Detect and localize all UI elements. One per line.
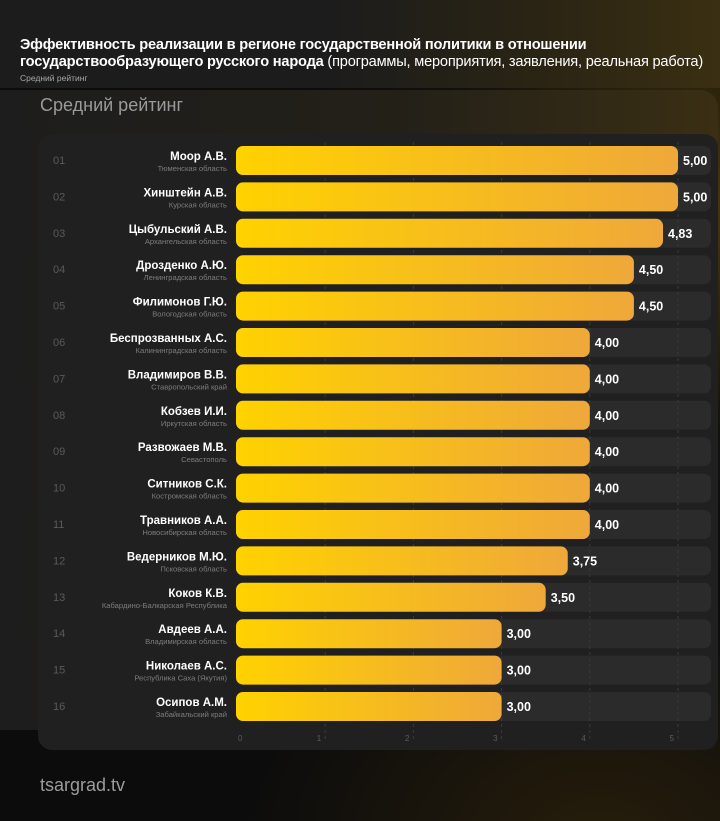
title-line-1: Эффективность реализации в регионе госуд… bbox=[20, 37, 587, 53]
chart-subtitle: Средний рейтинг bbox=[20, 73, 88, 83]
bar bbox=[236, 619, 502, 649]
row-region: Иркутская область bbox=[161, 419, 227, 428]
x-tick-label: 1 bbox=[317, 734, 322, 743]
row-rank: 07 bbox=[53, 373, 65, 385]
row-region: Кабардино-Балкарская Республика bbox=[102, 601, 228, 610]
row-rank: 12 bbox=[53, 555, 65, 567]
row-region: Ленинградская область bbox=[144, 273, 227, 282]
row-rank: 16 bbox=[53, 701, 65, 713]
row-name: Ситников С.К. bbox=[147, 479, 227, 491]
bar bbox=[236, 510, 590, 539]
value-label: 4,00 bbox=[595, 336, 619, 350]
bar bbox=[236, 218, 664, 248]
row-rank: 09 bbox=[53, 446, 65, 458]
value-label: 3,00 bbox=[507, 700, 531, 714]
title-line-2: государствообразующего русского народа (… bbox=[20, 54, 720, 71]
logo-tsargrad: tsargrad.tv bbox=[40, 775, 126, 795]
row-rank: 10 bbox=[53, 483, 65, 495]
bar bbox=[236, 437, 590, 467]
row-rank: 01 bbox=[53, 155, 65, 167]
row-name: Беспрозванных А.С. bbox=[110, 333, 227, 345]
row-name: Хинштейн А.В. bbox=[143, 187, 227, 199]
value-label: 3,00 bbox=[507, 664, 531, 678]
header-band bbox=[0, 0, 720, 88]
row-name: Владимиров В.В. bbox=[128, 369, 227, 381]
row-name: Авдеев А.А. bbox=[158, 624, 227, 636]
x-tick-label: 2 bbox=[405, 734, 410, 743]
row-region: Псковская область bbox=[160, 564, 227, 573]
row-region: Новосибирская область bbox=[142, 528, 227, 537]
bar bbox=[236, 655, 502, 685]
bar bbox=[236, 328, 590, 357]
section-title: Средний рейтинг bbox=[40, 95, 184, 115]
value-label: 4,83 bbox=[668, 227, 692, 241]
row-rank: 02 bbox=[53, 191, 65, 203]
row-name: Ведерников М.Ю. bbox=[127, 551, 227, 563]
row-rank: 05 bbox=[53, 301, 65, 313]
row-region: Севастополь bbox=[181, 455, 227, 464]
row-region: Республика Саха (Якутия) bbox=[134, 674, 227, 683]
x-tick-label: 4 bbox=[581, 734, 586, 743]
value-label: 4,00 bbox=[595, 409, 619, 423]
row-name: Травников А.А. bbox=[140, 515, 227, 527]
bar bbox=[236, 182, 678, 212]
bar bbox=[236, 146, 678, 175]
row-rank: 06 bbox=[53, 337, 65, 349]
bar bbox=[236, 473, 590, 503]
row-name: Николаев А.С. bbox=[146, 661, 227, 673]
value-label: 3,50 bbox=[551, 591, 575, 605]
row-rank: 13 bbox=[53, 592, 65, 604]
row-name: Кобзев И.И. bbox=[161, 406, 227, 418]
row-rank: 08 bbox=[53, 410, 65, 422]
chart-title: Эффективность реализации в регионе госуд… bbox=[20, 37, 720, 71]
x-tick-label: 3 bbox=[493, 734, 498, 743]
value-label: 3,00 bbox=[507, 627, 531, 641]
row-region: Тюменская область bbox=[158, 164, 227, 173]
value-label: 4,00 bbox=[595, 445, 619, 459]
row-region: Владимирская область bbox=[145, 637, 227, 646]
row-name: Филимонов Г.Ю. bbox=[133, 297, 227, 309]
row-rank: 03 bbox=[53, 228, 65, 240]
row-name: Дрозденко А.Ю. bbox=[136, 260, 227, 272]
bar bbox=[236, 291, 634, 321]
value-label: 4,00 bbox=[595, 372, 619, 386]
value-label: 4,50 bbox=[639, 300, 663, 314]
value-label: 4,50 bbox=[639, 263, 663, 277]
row-region: Курская область bbox=[169, 200, 227, 209]
bar bbox=[236, 364, 590, 394]
row-region: Костромская область bbox=[152, 492, 227, 501]
x-tick-label: 5 bbox=[670, 734, 675, 743]
title-line-2-bold: государствообразующего русского народа bbox=[20, 54, 324, 70]
row-region: Вологодская область bbox=[152, 310, 227, 319]
bar bbox=[236, 692, 502, 721]
bar bbox=[236, 582, 546, 612]
row-region: Архангельская область bbox=[145, 237, 227, 246]
row-name: Моор А.В. bbox=[170, 151, 227, 163]
bar bbox=[236, 546, 568, 576]
value-label: 5,00 bbox=[683, 154, 707, 168]
value-label: 3,75 bbox=[573, 554, 597, 568]
x-tick-label: 0 bbox=[238, 734, 243, 743]
value-label: 4,00 bbox=[595, 482, 619, 496]
row-rank: 15 bbox=[53, 665, 65, 677]
bar bbox=[236, 255, 634, 285]
row-name: Осипов А.М. bbox=[156, 697, 227, 709]
row-rank: 04 bbox=[53, 264, 65, 276]
bar bbox=[236, 400, 590, 430]
value-label: 4,00 bbox=[595, 518, 619, 532]
row-name: Развожаев М.В. bbox=[138, 442, 227, 454]
value-label: 5,00 bbox=[683, 190, 707, 204]
row-rank: 11 bbox=[53, 519, 64, 531]
row-region: Забайкальский край bbox=[156, 710, 227, 719]
title-line-2-note: (программы, мероприятия, заявления, реал… bbox=[323, 54, 704, 70]
row-region: Ставропольский край bbox=[151, 382, 227, 391]
row-region: Калининградская область bbox=[136, 346, 227, 355]
row-name: Цыбульский А.В. bbox=[129, 224, 227, 236]
row-rank: 14 bbox=[53, 628, 65, 640]
row-name: Коков К.В. bbox=[168, 588, 227, 600]
